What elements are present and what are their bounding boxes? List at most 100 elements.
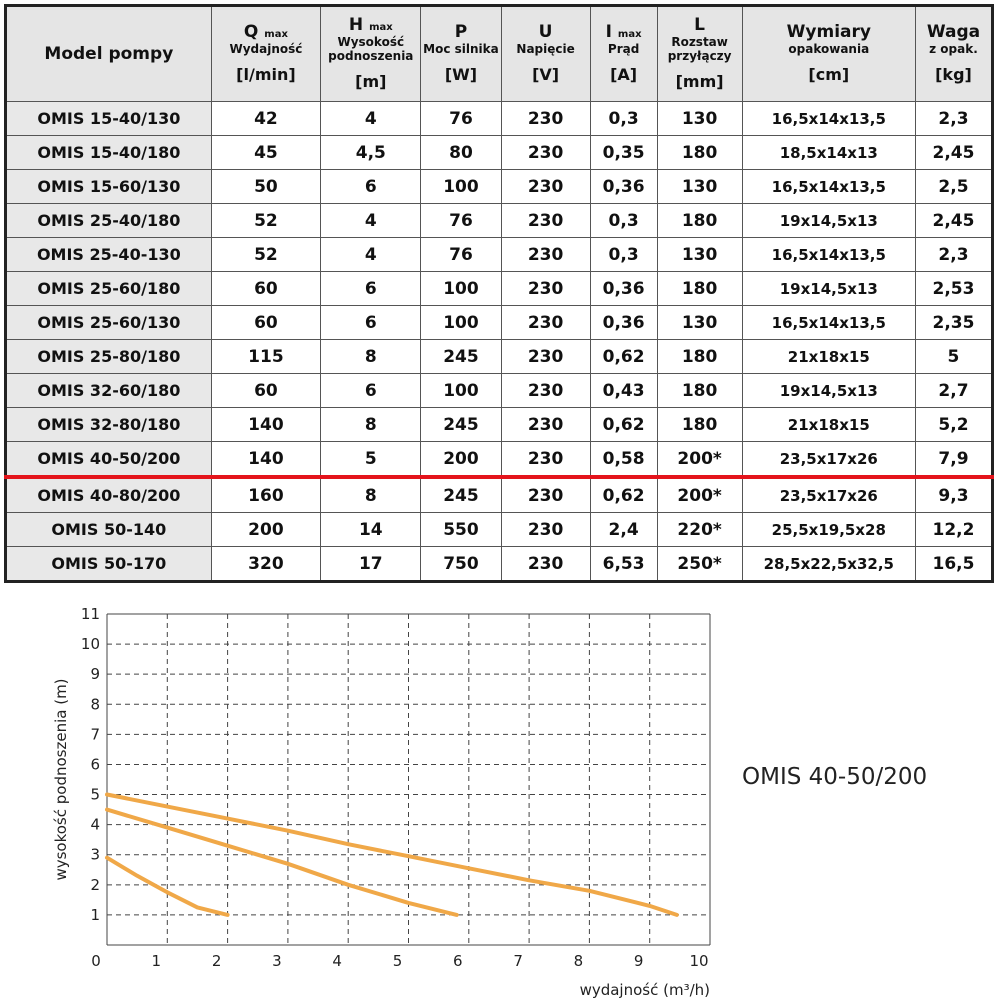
column-header-6: L Rozstaw przyłączy [mm] [656,5,743,102]
table-cell: 4 [320,203,422,238]
table-cell: 21x18x15 [741,407,916,442]
table-row: OMIS 32-80/180 140 8 245 230 0,62 180 21x18x15 5… [5,407,994,442]
table-row: OMIS 40-80/200 160 8 245 230 0,62 200* 23,5x17x… [5,476,994,513]
table-cell: 0,36 [589,305,658,340]
table-cell: 250* [656,546,743,582]
table-cell: 52 [210,237,322,272]
table-row: OMIS 40-50/200 140 5 200 230 0,58 200* 23,5x17x… [5,441,994,479]
x-tick-label: 3 [272,952,282,970]
column-header-description: Napięcie [516,41,575,56]
table-cell: 245 [420,407,502,442]
pump-curve-line [105,807,459,917]
column-header-main: Wymiary [743,22,915,43]
x-tick-label: 2 [212,952,222,970]
column-header-symbol: P [454,22,468,43]
table-cell: 160 [210,476,322,513]
table-cell: 19x14,5x13 [741,203,916,238]
table-cell: 6 [320,271,422,306]
table-cell: 2,4 [589,512,658,547]
table-cell: 52 [210,203,322,238]
x-tick-label: 1 [152,952,162,970]
table-cell: 130 [656,101,743,136]
table-body: OMIS 15-40/130 42 4 76 230 0,3 130 16,5x14x13,5… [5,101,994,582]
column-header-main: L [658,15,742,36]
column-header-1: Q max Wydajność [l/min] [210,5,322,102]
table-cell: 19x14,5x13 [741,271,916,306]
table-cell: 200* [656,441,743,479]
column-header-unit: [kg] [935,65,972,85]
table-cell: 42 [210,101,322,136]
model-cell: OMIS 40-80/200 [5,476,212,513]
table-cell: 0,62 [589,339,658,374]
table-cell: 230 [500,512,591,547]
table-cell: 180 [656,271,743,306]
column-header-unit: [m] [355,72,387,92]
column-header-symbol: Waga [926,22,981,43]
table-cell: 750 [420,546,502,582]
column-header-main: P [421,22,500,43]
table-cell: 16,5x14x13,5 [741,101,916,136]
column-header-main: H max [321,15,420,36]
y-tick-label: 3 [90,846,100,864]
column-header-description: Rozstaw przyłączy [667,34,732,63]
table-cell: 320 [210,546,322,582]
table-cell: 230 [500,203,591,238]
column-header-unit: [cm] [808,65,850,85]
table-row: OMIS 25-40/180 52 4 76 230 0,3 180 19x14,5x13 2,… [5,203,994,238]
column-header-subscript: max [264,29,288,41]
column-header-symbol: U [538,22,553,43]
x-tick-label: 9 [634,952,644,970]
table-cell: 180 [656,135,743,170]
x-tick-label: 0 [91,952,101,970]
x-tick-label: 4 [332,952,342,970]
column-header-unit: [A] [610,65,638,85]
pump-curve-line [105,855,230,917]
table-cell: 18,5x14x13 [741,135,916,170]
table-cell: 200 [210,512,322,547]
table-cell: 5 [914,339,994,374]
table-cell: 2,45 [914,135,994,170]
column-header-description: Wydajność [229,41,303,56]
table-cell: 0,3 [589,101,658,136]
table-cell: 23,5x17x26 [741,441,916,479]
table-row: OMIS 25-40-130 52 4 76 230 0,3 130 16,5x14x13,5… [5,237,994,272]
table-cell: 28,5x22,5x32,5 [741,546,916,582]
column-header-2: H max Wysokość podnoszenia [m] [320,5,422,102]
table-cell: 12,2 [914,512,994,547]
model-cell: OMIS 15-60/130 [5,169,212,204]
table-cell: 550 [420,512,502,547]
table-cell: 245 [420,476,502,513]
table-cell: 0,62 [589,407,658,442]
table-cell: 100 [420,169,502,204]
table-cell: 60 [210,373,322,408]
table-cell: 4 [320,101,422,136]
column-header-symbol: I [605,22,612,43]
column-header-symbol: H [348,15,364,36]
column-header-subscript: max [369,22,393,34]
table-cell: 16,5x14x13,5 [741,169,916,204]
model-cell: OMIS 50-140 [5,512,212,547]
model-cell: OMIS 50-170 [5,546,212,582]
table-cell: 115 [210,339,322,374]
column-header-8: Waga z opak. [kg] [914,5,994,102]
table-cell: 230 [500,476,591,513]
model-cell: OMIS 15-40/180 [5,135,212,170]
table-cell: 7,9 [914,441,994,479]
model-cell: OMIS 25-40/180 [5,203,212,238]
table-cell: 230 [500,339,591,374]
table-cell: 100 [420,305,502,340]
table-cell: 6 [320,169,422,204]
pump-curve-line [105,792,679,917]
column-header-description: Wysokość podnoszenia [328,34,414,63]
table-cell: 0,58 [589,441,658,479]
table-cell: 180 [656,339,743,374]
y-tick-label: 9 [90,665,100,683]
table-row: OMIS 25-80/180 115 8 245 230 0,62 180 21x18x15 5 [5,339,994,374]
table-cell: 230 [500,101,591,136]
table-cell: 0,3 [589,237,658,272]
table-cell: 100 [420,373,502,408]
table-cell: 8 [320,476,422,513]
table-cell: 0,35 [589,135,658,170]
table-cell: 245 [420,339,502,374]
table-header: Model pompy Q max Wydajność [l/min] H max Wys… [5,5,994,102]
